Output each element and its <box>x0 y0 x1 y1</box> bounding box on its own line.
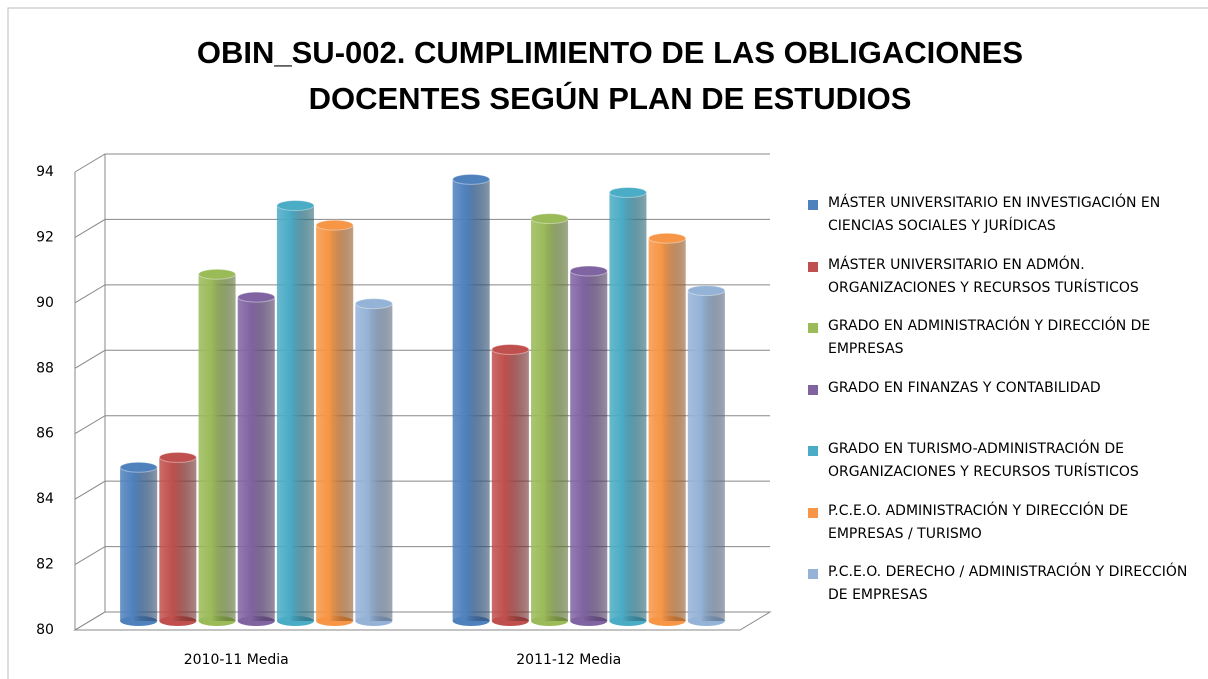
bar-top <box>119 461 158 473</box>
bar <box>237 297 275 621</box>
bar-top <box>687 285 726 297</box>
bar-top <box>452 173 491 185</box>
y-tick-label: 82 <box>36 557 54 573</box>
y-tick-label: 86 <box>36 426 54 442</box>
x-tick-label: 2011-12 Media <box>516 652 621 668</box>
bar-shade <box>276 205 314 621</box>
bar <box>276 205 314 621</box>
bar-shade <box>159 457 197 621</box>
y-tick-label: 94 <box>36 164 54 180</box>
bar-shade <box>491 349 529 621</box>
legend-swatch <box>808 446 818 456</box>
legend-label: GRADO EN ADMINISTRACIÓN Y DIRECCIÓN DE E… <box>828 318 1151 357</box>
legend-item: MÁSTER UNIVERSITARIO EN INVESTIGACIÓN EN… <box>808 192 1203 254</box>
legend-item: GRADO EN ADMINISTRACIÓN Y DIRECCIÓN DE E… <box>808 315 1203 377</box>
bar-shade <box>237 297 275 621</box>
bar-shade <box>198 274 236 621</box>
legend-item: MÁSTER UNIVERSITARIO EN ADMÓN. ORGANIZAC… <box>808 254 1203 316</box>
legend-swatch <box>808 507 818 518</box>
bar-top <box>198 268 237 280</box>
bar-top <box>158 451 197 463</box>
bar <box>648 238 686 621</box>
legend-swatch <box>808 384 818 395</box>
border <box>7 7 1208 679</box>
chart-title: OBIN_SU-002. CUMPLIMIENTO DE LAS OBLIGAC… <box>196 35 1024 116</box>
y-tick-label: 80 <box>36 622 54 638</box>
bar <box>159 457 197 621</box>
bar <box>687 290 725 621</box>
legend-swatch <box>808 200 818 210</box>
bar-shade <box>609 192 647 621</box>
bar-top <box>608 186 647 198</box>
bar-shade <box>120 467 158 621</box>
bar-top <box>315 219 354 231</box>
bar-top <box>491 343 530 355</box>
legend-label: P.C.E.O. DERECHO / ADMINISTRACIÓN Y DIRE… <box>828 564 1188 603</box>
bar-top <box>648 232 687 244</box>
legend-swatch <box>808 569 818 579</box>
bar <box>452 179 490 621</box>
legend-item: P.C.E.O. DERECHO / ADMINISTRACIÓN Y DIRE… <box>808 561 1203 623</box>
bar-top <box>530 213 569 225</box>
legend-swatch <box>808 323 818 333</box>
legend: MÁSTER UNIVERSITARIO EN INVESTIGACIÓN EN… <box>808 192 1203 623</box>
legend-swatch <box>808 261 818 272</box>
legend-label: GRADO EN TURISMO-ADMINISTRACIÓN DE ORGAN… <box>828 441 1139 480</box>
bar <box>531 218 569 621</box>
legend-label: MÁSTER UNIVERSITARIO EN INVESTIGACIÓN EN… <box>828 195 1161 234</box>
bar <box>198 274 236 621</box>
legend-label: P.C.E.O. ADMINISTRACIÓN Y DIRECCIÓN DE E… <box>828 502 1129 542</box>
bar-shade <box>355 303 393 621</box>
bar-shade <box>687 290 725 621</box>
bar <box>491 349 529 621</box>
bar-shade <box>648 238 686 621</box>
bar <box>355 303 393 621</box>
legend-label: MÁSTER UNIVERSITARIO EN ADMÓN. ORGANIZAC… <box>828 256 1139 296</box>
y-tick-label: 88 <box>36 360 54 376</box>
bar-shade <box>531 218 569 621</box>
bar-top <box>276 200 315 212</box>
x-tick-label: 2010-11 Media <box>184 652 289 668</box>
bar <box>316 225 354 621</box>
bar-shade <box>570 270 608 621</box>
y-tick-label: 84 <box>36 491 54 507</box>
legend-item: P.C.E.O. ADMINISTRACIÓN Y DIRECCIÓN DE E… <box>808 500 1203 562</box>
bar-shade <box>452 179 490 621</box>
bar-top <box>354 298 393 310</box>
bar <box>570 270 608 621</box>
bar-top <box>569 265 608 277</box>
legend-item: GRADO EN FINANZAS Y CONTABILIDAD <box>808 377 1203 439</box>
bar <box>609 192 647 621</box>
bar-shade <box>316 225 354 621</box>
legend-item: GRADO EN TURISMO-ADMINISTRACIÓN DE ORGAN… <box>808 438 1203 500</box>
y-tick-label: 92 <box>36 229 54 245</box>
bar <box>120 467 158 621</box>
grid-line <box>74 153 770 173</box>
bar-top <box>237 291 276 303</box>
legend-label: GRADO EN FINANZAS Y CONTABILIDAD <box>828 379 1101 396</box>
y-tick-label: 90 <box>36 295 54 311</box>
